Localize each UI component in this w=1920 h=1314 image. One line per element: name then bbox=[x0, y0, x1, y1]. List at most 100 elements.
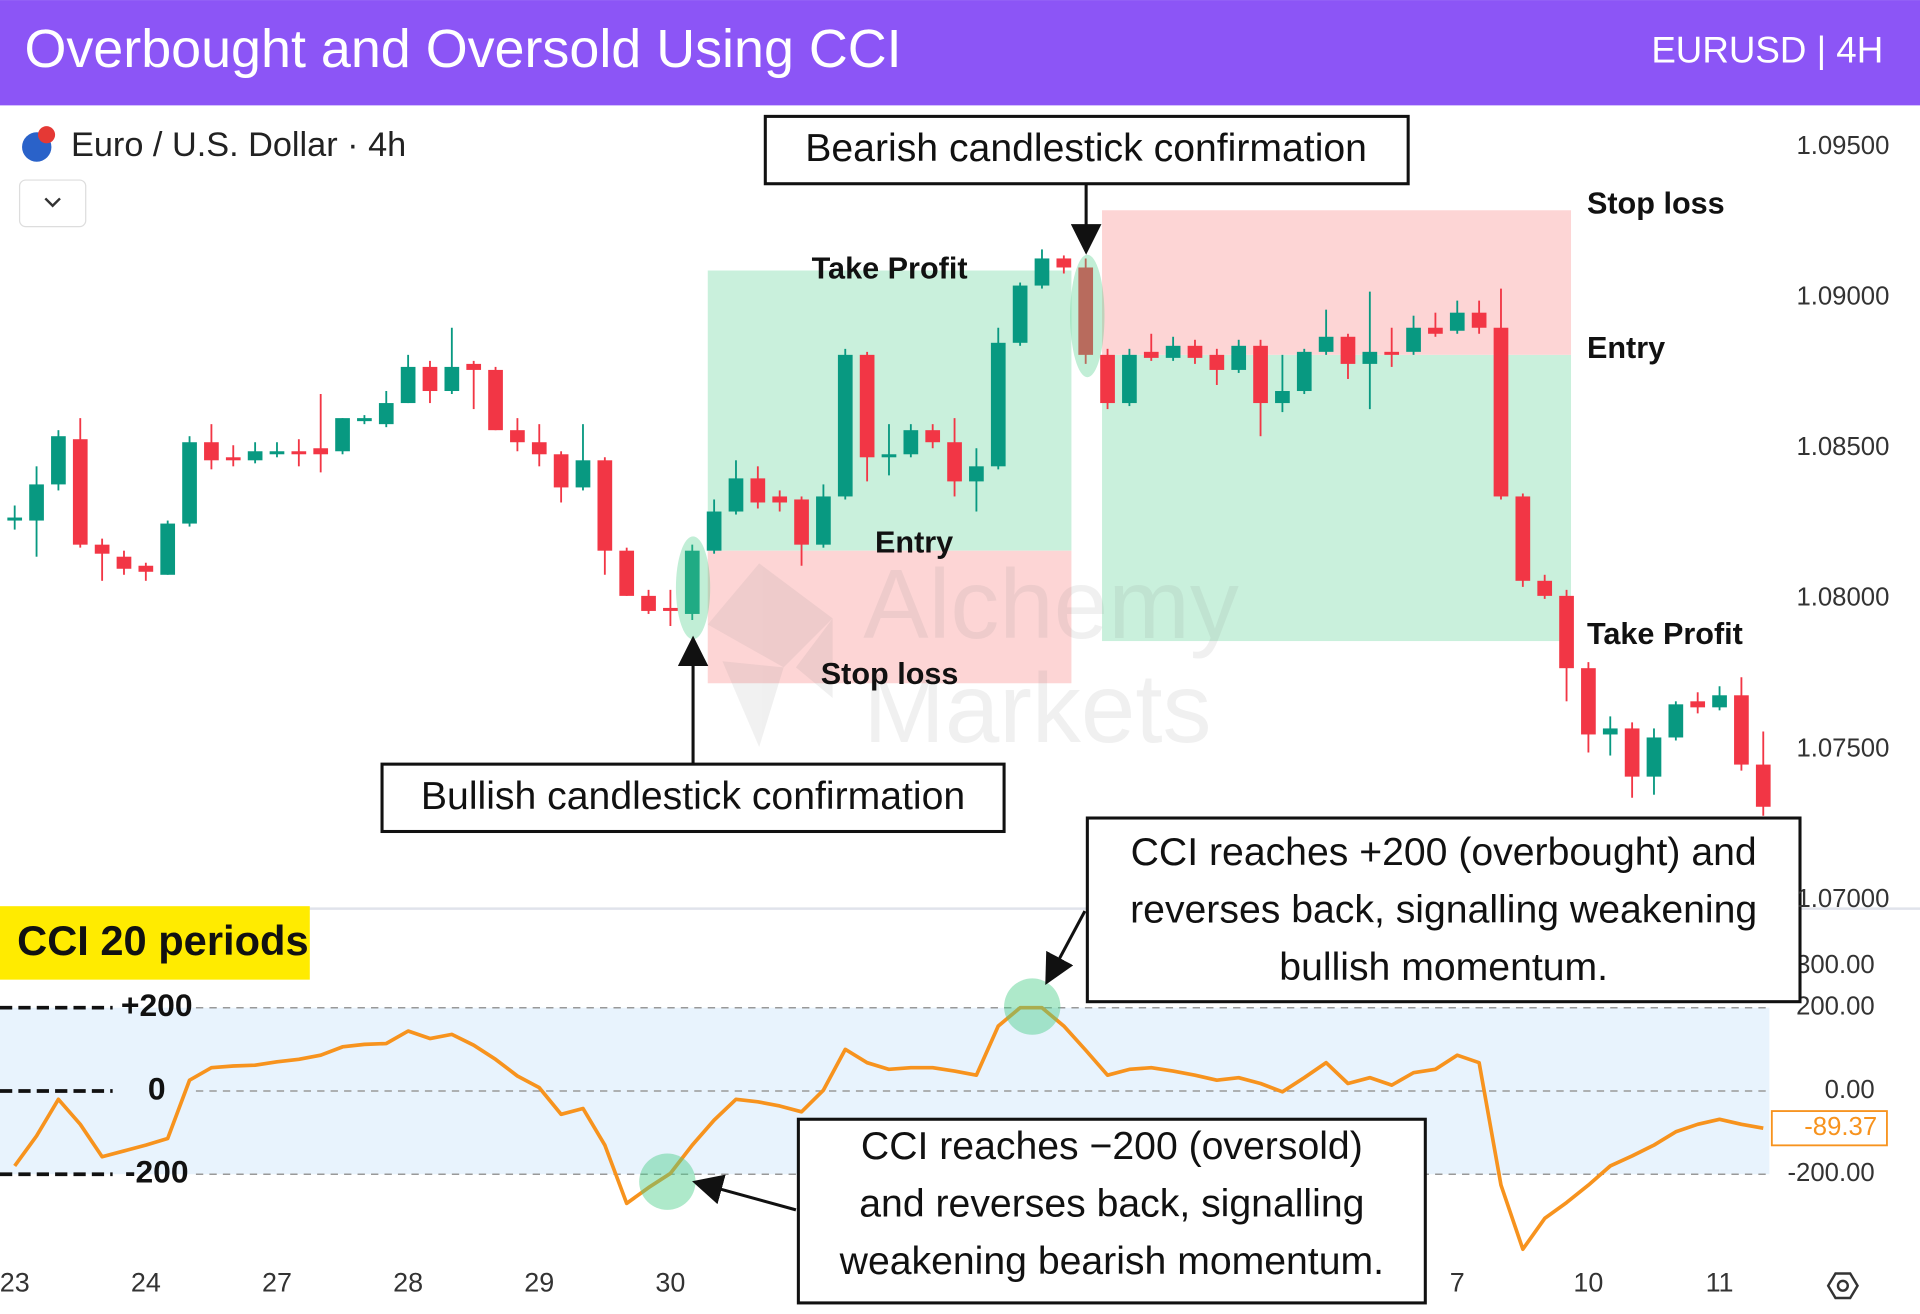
candle-body bbox=[1078, 267, 1094, 355]
candle-body bbox=[597, 460, 613, 551]
candle-body bbox=[1428, 327, 1443, 334]
watermark-text: Markets bbox=[863, 653, 1211, 763]
highlight bbox=[675, 536, 711, 640]
candle-body bbox=[7, 517, 23, 521]
candle-body bbox=[1624, 728, 1640, 777]
trade-label: Take Profit bbox=[812, 252, 968, 286]
annotation-box bbox=[380, 762, 1006, 834]
x-tick-label: 24 bbox=[131, 1268, 161, 1298]
instrument-name: Euro / U.S. Dollar · 4h bbox=[71, 126, 406, 164]
x-tick-label: 23 bbox=[0, 1268, 30, 1298]
x-tick-label: 28 bbox=[393, 1268, 423, 1298]
candle-body bbox=[1187, 345, 1203, 358]
candle-body bbox=[94, 544, 110, 554]
candle-body bbox=[1690, 701, 1706, 708]
candle-body bbox=[531, 442, 547, 455]
level-label: 0 bbox=[148, 1070, 166, 1106]
annotation: weakening bearish momentum. bbox=[839, 1240, 1384, 1283]
candle-body bbox=[1493, 327, 1509, 497]
candle-body bbox=[1340, 336, 1356, 364]
candle-body bbox=[29, 484, 44, 521]
candle-body bbox=[1275, 391, 1290, 404]
candle-body bbox=[990, 342, 1006, 467]
annotation: CCI reaches −200 (oversold) bbox=[861, 1125, 1363, 1168]
take-profit-zone bbox=[707, 270, 1072, 551]
arrow bbox=[1045, 910, 1087, 986]
candle-body bbox=[1559, 595, 1574, 669]
candle-body bbox=[684, 550, 700, 614]
candle-body bbox=[750, 478, 766, 503]
candle-body bbox=[269, 451, 285, 455]
candle-body bbox=[816, 496, 831, 545]
candle-body bbox=[1100, 354, 1115, 404]
annotation-box bbox=[796, 1117, 1427, 1305]
candle-body bbox=[488, 369, 503, 431]
indicator-title: CCI 20 periods bbox=[17, 917, 308, 964]
annotation: bullish momentum. bbox=[1279, 946, 1608, 989]
candle-body bbox=[1165, 345, 1181, 358]
x-tick-label: 29 bbox=[524, 1268, 554, 1298]
y-tick-label: 1.08000 bbox=[1796, 584, 1889, 612]
watermark: Alchemy Markets bbox=[707, 549, 1239, 763]
candle-body bbox=[1515, 496, 1531, 581]
candle-body bbox=[160, 523, 176, 575]
x-tick-label: 30 bbox=[655, 1268, 685, 1298]
x-tick-label: 27 bbox=[262, 1268, 292, 1298]
candle-body bbox=[1034, 258, 1050, 286]
x-tick-label: 10 bbox=[1573, 1268, 1603, 1298]
annotation-box bbox=[763, 114, 1410, 186]
dropdown-button[interactable] bbox=[18, 179, 87, 228]
last-value-label: -89.37 bbox=[1804, 1113, 1877, 1141]
candle-body bbox=[335, 418, 350, 452]
candle-body bbox=[182, 442, 197, 524]
candle-body bbox=[969, 466, 984, 482]
candle-body bbox=[1471, 312, 1487, 328]
candle-body bbox=[575, 460, 591, 488]
settings-icon[interactable] bbox=[1826, 1272, 1859, 1300]
candle-body bbox=[1209, 354, 1225, 370]
candle-body bbox=[444, 366, 460, 392]
candle-body bbox=[138, 565, 154, 572]
x-tick-label: 7 bbox=[1450, 1268, 1465, 1298]
header-bar bbox=[0, 0, 1920, 106]
candle-body bbox=[728, 478, 744, 512]
stop-loss-zone bbox=[707, 550, 1072, 684]
candle-body bbox=[1537, 580, 1553, 596]
trade-label: Entry bbox=[1587, 331, 1665, 365]
last-value-box bbox=[1770, 1110, 1888, 1147]
candle-body bbox=[1712, 695, 1727, 708]
y-tick-label: 1.09000 bbox=[1796, 282, 1889, 310]
candle-body bbox=[1056, 258, 1072, 268]
annotation: Bearish candlestick confirmation bbox=[805, 127, 1367, 170]
candle-body bbox=[1296, 351, 1312, 392]
y-tick-label: 200.00 bbox=[1796, 993, 1875, 1021]
header-title: Overbought and Oversold Using CCI bbox=[24, 19, 901, 79]
y-tick-label: 1.09500 bbox=[1796, 132, 1889, 160]
candle-body bbox=[400, 366, 416, 404]
stop-loss-zone bbox=[1102, 210, 1572, 355]
candle-body bbox=[641, 595, 656, 611]
candle-body bbox=[116, 556, 132, 569]
candle-body bbox=[313, 448, 329, 455]
y-tick-label: 1.08500 bbox=[1796, 433, 1889, 461]
candle-body bbox=[291, 451, 307, 455]
header-symbol: EURUSD | 4H bbox=[1651, 29, 1883, 70]
y-tick-label: 1.07000 bbox=[1796, 885, 1889, 913]
candle-body bbox=[225, 457, 241, 461]
trade-label: Entry bbox=[875, 526, 953, 560]
candle-body bbox=[925, 430, 941, 443]
arrow bbox=[692, 1174, 797, 1212]
take-profit-zone bbox=[1102, 354, 1572, 642]
candle-body bbox=[1668, 704, 1684, 738]
cci-line bbox=[13, 1005, 1764, 1252]
indicator-title-box bbox=[0, 906, 310, 980]
highlight bbox=[639, 1153, 696, 1210]
level-label: +200 bbox=[121, 987, 193, 1023]
candle-body bbox=[1143, 351, 1159, 358]
candle-body bbox=[1734, 695, 1749, 765]
candle-body bbox=[1406, 327, 1421, 352]
candle-body bbox=[1581, 668, 1596, 735]
candle-body bbox=[1362, 351, 1378, 364]
annotation: Bullish candlestick confirmation bbox=[421, 775, 965, 818]
watermark-text: Alchemy bbox=[863, 549, 1239, 659]
